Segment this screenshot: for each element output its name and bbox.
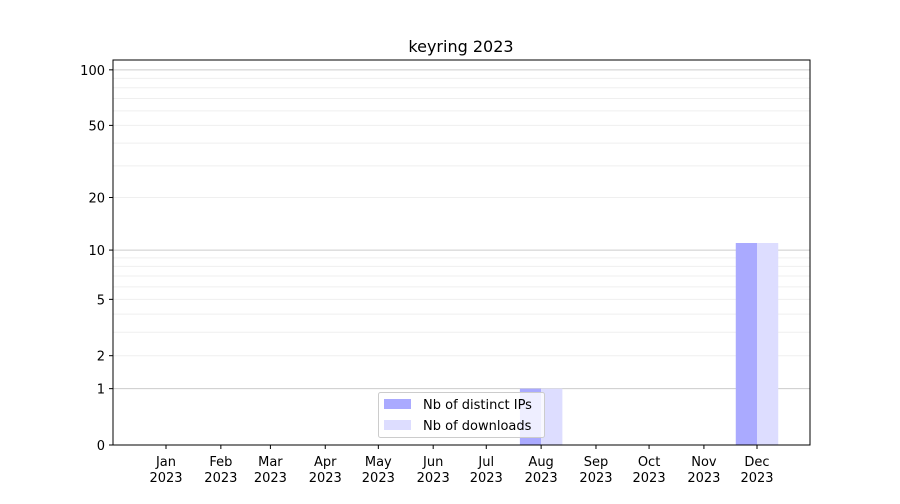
legend: Nb of distinct IPs Nb of downloads xyxy=(378,392,545,438)
x-tick-label: Jun 2023 xyxy=(417,455,450,486)
plot-frame xyxy=(112,59,811,446)
x-tick-label: Nov 2023 xyxy=(687,455,720,486)
legend-swatch xyxy=(384,420,411,430)
chart-title: keyring 2023 xyxy=(408,37,513,56)
y-tick-label: 5 xyxy=(97,293,105,308)
y-tick-label: 10 xyxy=(88,244,105,259)
x-tick-label: Sep 2023 xyxy=(579,455,612,486)
x-tick-label: Mar 2023 xyxy=(254,455,287,486)
y-tick-label: 1 xyxy=(97,383,105,398)
x-tick-label: Feb 2023 xyxy=(204,455,237,486)
y-tick-label: 20 xyxy=(88,192,105,207)
y-tick-label: 50 xyxy=(88,119,105,134)
bar-downloads xyxy=(757,243,779,445)
legend-label: Nb of distinct IPs xyxy=(423,398,532,413)
y-tick-label: 2 xyxy=(97,350,105,365)
y-tick-label: 0 xyxy=(97,439,105,454)
legend-swatch xyxy=(384,399,411,409)
x-tick-label: Jan 2023 xyxy=(149,455,182,486)
x-tick-label: Dec 2023 xyxy=(740,455,773,486)
y-tick-label: 100 xyxy=(80,64,105,79)
x-tick-label: Aug 2023 xyxy=(525,455,558,486)
x-tick-label: Oct 2023 xyxy=(633,455,666,486)
bar-downloads xyxy=(541,388,563,445)
bar-distinct-ips xyxy=(735,243,757,445)
legend-label: Nb of downloads xyxy=(423,419,532,434)
legend-box xyxy=(378,392,545,438)
x-tick-label: Apr 2023 xyxy=(309,455,342,486)
x-tick-label: Jul 2023 xyxy=(470,455,503,486)
x-tick-label: May 2023 xyxy=(362,455,395,486)
